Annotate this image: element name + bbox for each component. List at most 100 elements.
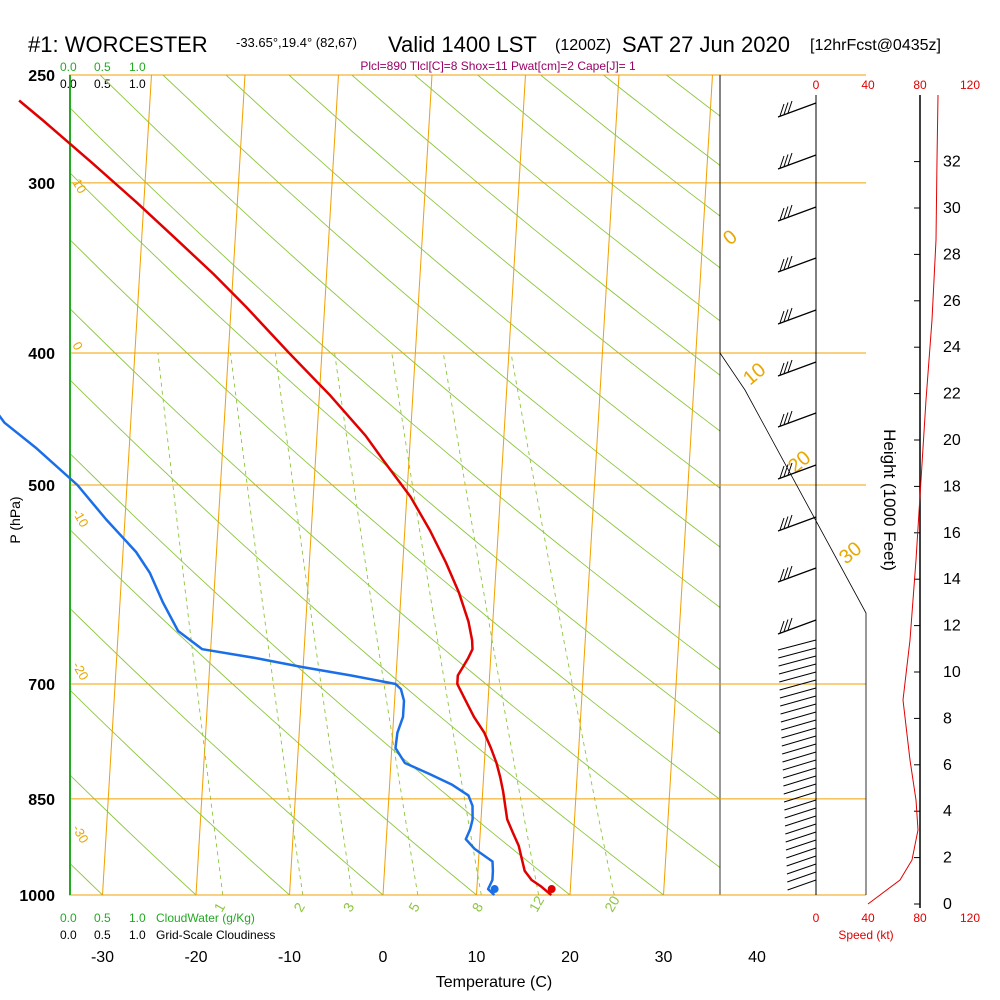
isotherm-label: -20 <box>69 659 91 683</box>
zulu-time: (1200Z) <box>555 37 611 54</box>
cloudiness-bottom-tick-0: 0.0 <box>60 928 77 942</box>
wind-barb <box>780 695 817 707</box>
y-tick-label: 300 <box>28 176 55 193</box>
station-coords: -33.65°,19.4° (82,67) <box>236 35 357 50</box>
forecast-label: [12hrFcst@0435z] <box>810 37 941 54</box>
speed-bottom-tick-1: 40 <box>861 911 875 925</box>
profiles <box>0 99 556 896</box>
dry-adiabat-130 <box>414 75 720 322</box>
dry-adiabat-120 <box>351 75 720 376</box>
wind-barb <box>783 791 817 803</box>
mixing-ratio-label: 3 <box>340 900 358 915</box>
dry-adiabat-10 <box>70 528 477 895</box>
mixing-ratio-label: 12 <box>526 893 548 915</box>
dry-adiabat-30 <box>70 379 664 895</box>
height-tick-label: 24 <box>943 339 961 356</box>
dry-adiabat-0 <box>70 607 384 895</box>
height-tick-label: 30 <box>943 200 961 217</box>
wind-barb <box>787 879 817 891</box>
mixing-ratio-5 <box>334 352 419 895</box>
x-tick-label: 40 <box>748 949 766 966</box>
wind-barb <box>777 462 817 480</box>
wind-barb <box>779 679 817 691</box>
wind-barb <box>781 735 817 747</box>
mixing-ratio-20 <box>510 352 615 895</box>
height-tick-label: 28 <box>943 246 961 263</box>
mixing-ratio-label: 2 <box>290 900 308 915</box>
mixing-ratio-label: 5 <box>405 900 423 915</box>
mixing-ratio-label: 8 <box>468 900 486 915</box>
wind-barb <box>780 703 817 715</box>
mixing-ratio-label: 20 <box>601 893 623 915</box>
wind-barb <box>779 687 817 699</box>
wind-barb <box>786 855 817 867</box>
y-tick-label: 250 <box>28 68 55 85</box>
cloudwater-top-ticks: 0.0 0.5 1.0 0.0 0.5 1.0 <box>60 60 146 91</box>
wind-barb <box>777 152 817 170</box>
wind-barb <box>778 663 817 675</box>
dry-adiabat-50 <box>70 239 720 801</box>
y-axis-title: P (hPa) <box>7 496 23 543</box>
y-tick-label: 1000 <box>19 888 55 905</box>
speed-bottom-tick-3: 120 <box>960 911 980 925</box>
x-tick-label: 10 <box>468 949 486 966</box>
wind-barb <box>784 799 817 811</box>
height-tick-label: 2 <box>943 850 952 867</box>
x-tick-label: 20 <box>561 949 579 966</box>
y-tick-label: 500 <box>28 478 55 495</box>
cloudwater-bottom-ticks: 0.0 0.5 1.0 CloudWater (g/Kg) 0.0 0.5 1.… <box>60 911 275 942</box>
wind-barb <box>781 719 817 731</box>
wind-barb <box>777 617 817 635</box>
dry-adiabat--20 <box>70 774 197 895</box>
height-tick-label: 4 <box>943 803 952 820</box>
speed-bottom-ticks: 0 40 80 120 Speed (kt) <box>813 911 981 942</box>
cloudiness-bottom-tick-2: 1.0 <box>129 928 146 942</box>
x-axis-title: Temperature (C) <box>436 974 552 991</box>
dry-adiabat-40 <box>70 308 720 869</box>
height-tick-label: 14 <box>943 571 961 588</box>
wind-barb <box>777 565 817 583</box>
wind-barb <box>782 751 817 763</box>
cloudiness-bottom-tick-1: 0.5 <box>94 928 111 942</box>
height-tick-label: 0 <box>943 896 952 913</box>
height-tick-label: 32 <box>943 154 961 171</box>
height-tick-label: 16 <box>943 525 961 542</box>
height-tick-label: 26 <box>943 293 961 310</box>
dry-adiabat-80 <box>99 75 720 608</box>
mixing-ratio-3 <box>274 352 353 895</box>
wind-barb <box>787 871 817 883</box>
wind-barb <box>782 743 817 755</box>
wind-barb <box>777 100 817 118</box>
temperature-line <box>18 99 553 896</box>
wind-barb <box>786 847 817 859</box>
isotherm-label: 0 <box>69 339 86 353</box>
speed-top-tick-2: 80 <box>913 78 927 92</box>
height-axis-title: Height (1000 Feet) <box>880 429 899 571</box>
wind-barb <box>782 759 817 771</box>
station-title: #1: WORCESTER <box>28 32 208 57</box>
wind-barb <box>782 767 817 779</box>
wind-barb <box>784 815 817 827</box>
height-tick-label: 8 <box>943 710 952 727</box>
valid-time: Valid 1400 LST <box>388 32 537 57</box>
dry-adiabat-110 <box>288 75 720 432</box>
cloudwater-label: CloudWater (g/Kg) <box>156 911 255 925</box>
speed-bottom-tick-2: 80 <box>913 911 927 925</box>
wind-barb <box>777 410 817 428</box>
wind-barb <box>780 711 817 723</box>
stability-indices: Plcl=890 Tlcl[C]=8 Shox=11 Pwat[cm]=2 Ca… <box>360 59 636 73</box>
wind-barb <box>783 775 817 787</box>
wind-barb <box>781 727 817 739</box>
wind-barb <box>777 359 817 377</box>
isotherm-label: -10 <box>69 506 91 530</box>
wind-barb <box>784 807 817 819</box>
dewpoint-line <box>0 414 496 896</box>
wind-barb <box>777 204 817 222</box>
speed-axis-label: Speed (kt) <box>838 928 893 942</box>
wind-barb <box>785 823 817 835</box>
dry-adiabat-100 <box>225 75 720 489</box>
mixing-ratio-12 <box>442 352 540 895</box>
wind-barb <box>785 831 817 843</box>
